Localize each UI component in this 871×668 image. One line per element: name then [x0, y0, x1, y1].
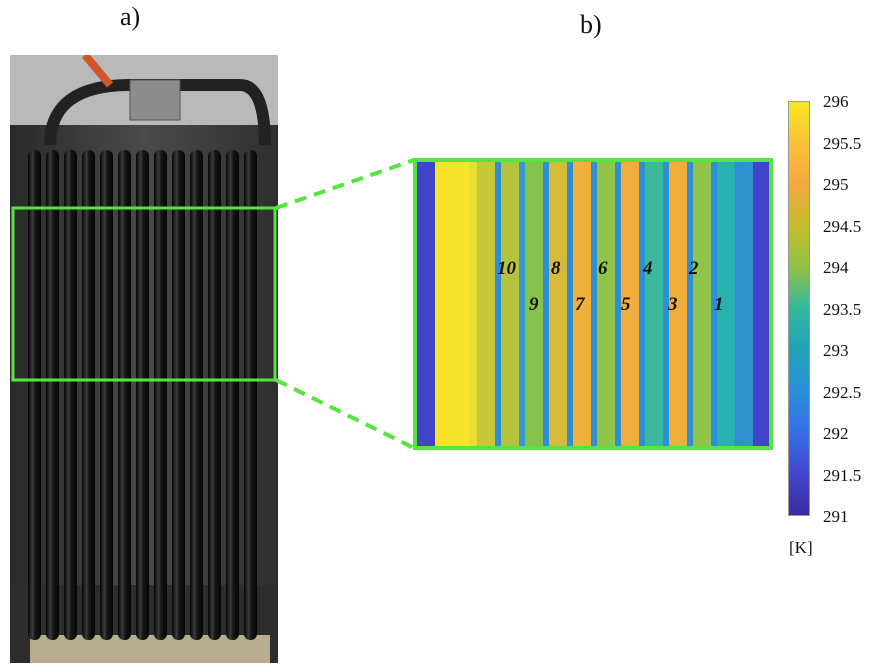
colorbar-unit: [K] [789, 538, 813, 557]
thermal-band [525, 162, 543, 446]
colorbar-tick-label: 292 [823, 424, 849, 443]
heat-exchanger-photo [10, 55, 278, 663]
colorbar-tick-label: 294 [823, 258, 849, 277]
thermal-band [663, 162, 669, 446]
thermal-image: 10 8 6 4 2 9 7 5 3 1 [413, 158, 773, 450]
thermal-band [597, 162, 615, 446]
thermal-band [501, 162, 519, 446]
thermal-band [741, 162, 753, 446]
photo-tube [172, 150, 185, 640]
thermal-band [621, 162, 639, 446]
tube-label-7: 7 [575, 294, 585, 315]
thermal-band [717, 162, 735, 446]
thermal-band [543, 162, 549, 446]
photo-tube [244, 150, 257, 640]
thermal-band [567, 162, 573, 446]
thermal-band [687, 162, 693, 446]
photo-tube [100, 150, 113, 640]
tube-label-1: 1 [714, 294, 724, 315]
tube-label-5: 5 [621, 294, 631, 315]
thermal-band [519, 162, 525, 446]
photo-tube [46, 150, 59, 640]
colorbar-tick-label: 291 [823, 507, 849, 526]
colorbar-tick-label: 293.5 [823, 299, 862, 319]
photo-tube [118, 150, 131, 640]
thermal-band [495, 162, 501, 446]
thermal-band [573, 162, 591, 446]
photo-tube [28, 150, 41, 640]
panel-label-a: a) [120, 2, 141, 31]
thermal-band [669, 162, 687, 446]
colorbar-tick-label: 293 [823, 341, 849, 360]
colorbar-tick-label: 296 [823, 92, 849, 111]
thermal-band [645, 162, 663, 446]
photo-tube [208, 150, 221, 640]
temperature-colorbar [788, 101, 810, 516]
thermal-band [477, 162, 495, 446]
colorbar-tick-label: 294.5 [823, 216, 862, 236]
colorbar-tick-label: 291.5 [823, 465, 862, 485]
tube-label-10: 10 [497, 258, 516, 279]
thermal-band [549, 162, 567, 446]
thermal-band [693, 162, 711, 446]
panel-label-b: b) [580, 10, 602, 39]
thermal-band [735, 162, 741, 446]
photo-tube [190, 150, 203, 640]
colorbar-tick-label: 295 [823, 175, 849, 194]
photo-tube [154, 150, 167, 640]
thermal-band [591, 162, 597, 446]
photo-tube [82, 150, 95, 640]
photo-tube [226, 150, 239, 640]
thermal-band [639, 162, 645, 446]
tube-label-4: 4 [643, 258, 653, 279]
thermal-band [435, 162, 469, 446]
colorbar-tick-label: 295.5 [823, 133, 862, 153]
tube-label-3: 3 [668, 294, 678, 315]
tube-label-9: 9 [529, 294, 539, 315]
thermal-band [711, 162, 717, 446]
photo-tube [64, 150, 77, 640]
photo-tube [136, 150, 149, 640]
tube-label-6: 6 [598, 258, 608, 279]
colorbar-tick-label: 292.5 [823, 382, 862, 402]
tube-label-8: 8 [551, 258, 561, 279]
thermal-band [615, 162, 621, 446]
thermal-band [469, 162, 477, 446]
tube-label-2: 2 [689, 258, 699, 279]
